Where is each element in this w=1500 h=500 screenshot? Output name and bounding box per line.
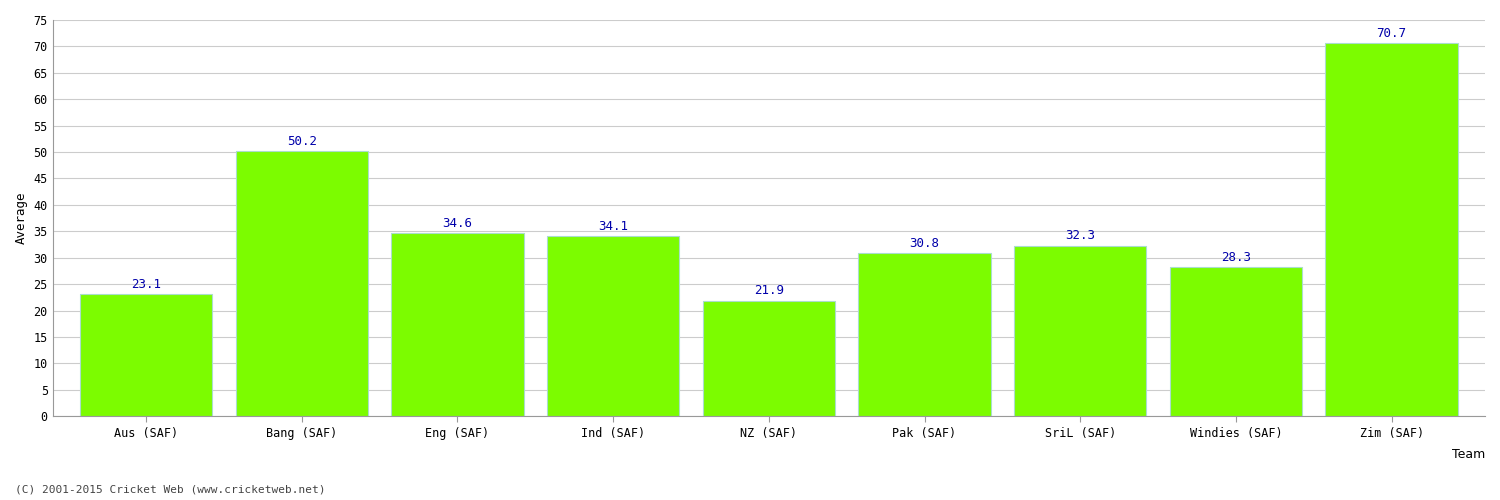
Y-axis label: Average: Average [15, 192, 28, 244]
Bar [548, 236, 680, 416]
Text: 34.6: 34.6 [442, 218, 472, 230]
X-axis label: Team: Team [1452, 448, 1485, 461]
Text: 23.1: 23.1 [130, 278, 160, 291]
Text: 70.7: 70.7 [1377, 26, 1407, 40]
Text: 32.3: 32.3 [1065, 230, 1095, 242]
Text: 28.3: 28.3 [1221, 250, 1251, 264]
Text: 50.2: 50.2 [286, 135, 316, 148]
Bar [392, 234, 524, 416]
Bar [858, 254, 990, 416]
Text: 21.9: 21.9 [754, 284, 784, 298]
Text: 34.1: 34.1 [598, 220, 628, 233]
Text: (C) 2001-2015 Cricket Web (www.cricketweb.net): (C) 2001-2015 Cricket Web (www.cricketwe… [15, 485, 326, 495]
Bar [236, 151, 368, 416]
Bar [1326, 42, 1458, 416]
Bar [80, 294, 212, 416]
Bar [1170, 266, 1302, 416]
Text: 30.8: 30.8 [909, 238, 939, 250]
Bar [702, 300, 836, 416]
Bar [1014, 246, 1146, 416]
